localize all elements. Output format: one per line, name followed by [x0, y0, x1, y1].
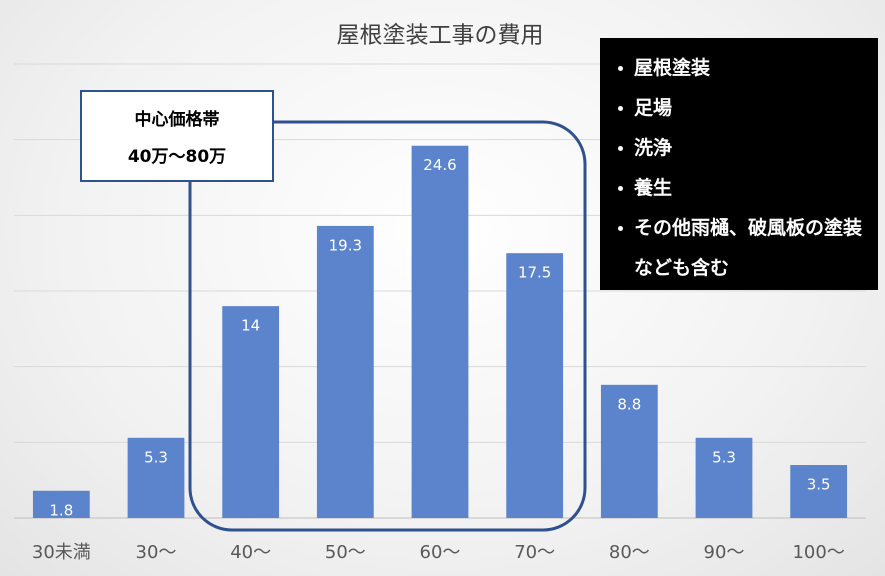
- x-tick-label: 30～: [136, 542, 177, 563]
- data-label: 8.8: [617, 395, 641, 413]
- x-tick-label: 40～: [230, 542, 271, 563]
- include-item: 養生: [614, 168, 866, 208]
- bar: [695, 437, 753, 518]
- include-item: その他雨樋、破風板の塗装なども含む: [614, 208, 866, 288]
- x-tick-label: 60～: [420, 542, 461, 563]
- data-label: 14: [241, 317, 260, 335]
- x-tick-label: 30未満: [32, 542, 91, 563]
- include-item: 洗浄: [614, 128, 866, 168]
- bar: [222, 306, 280, 518]
- data-label: 19.3: [329, 236, 362, 254]
- bar: [32, 490, 90, 518]
- x-tick-label: 50～: [325, 542, 366, 563]
- data-label: 5.3: [712, 448, 736, 466]
- includes-box: 屋根塗装 足場 洗浄 養生 その他雨樋、破風板の塗装なども含む: [600, 38, 878, 290]
- bar: [316, 225, 374, 518]
- price-range-line: 中心価格帯: [134, 110, 220, 130]
- data-label: 1.8: [49, 501, 73, 519]
- include-item: 足場: [614, 88, 866, 128]
- chart-title: 屋根塗装工事の費用: [337, 23, 544, 49]
- bar: [600, 384, 658, 518]
- data-label: 24.6: [423, 156, 456, 174]
- x-tick-label: 80～: [609, 542, 650, 563]
- price-range-line: 40万～80万: [127, 147, 227, 167]
- data-label: 17.5: [518, 264, 551, 282]
- data-label: 5.3: [144, 448, 168, 466]
- x-tick-label: 90～: [704, 542, 745, 563]
- bar: [127, 437, 185, 518]
- price-range-box: 中心価格帯 40万～80万: [80, 90, 274, 182]
- x-tick-label: 100～: [792, 542, 844, 563]
- bar: [790, 465, 848, 518]
- highlight-frame: [188, 120, 587, 532]
- bar: [506, 253, 564, 518]
- bar: [411, 145, 469, 518]
- x-tick-label: 70～: [514, 542, 555, 563]
- data-label: 3.5: [807, 476, 831, 494]
- include-item: 屋根塗装: [614, 48, 866, 88]
